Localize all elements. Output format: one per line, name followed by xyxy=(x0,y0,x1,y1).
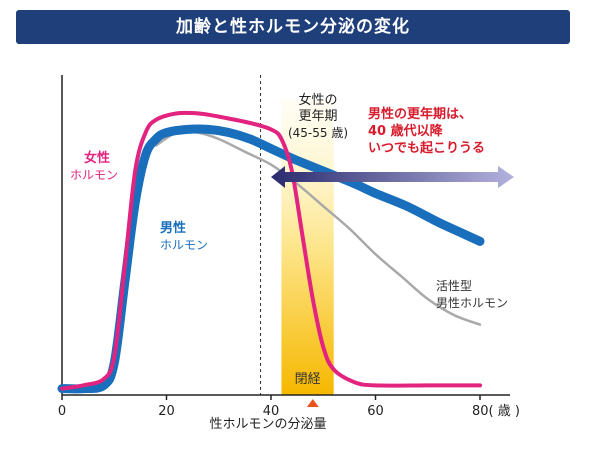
female-hormone-label-line2: ホルモン xyxy=(70,168,118,182)
x-tick-label-80: 80( 歳 ) xyxy=(472,404,520,419)
female-hormone-line xyxy=(60,110,482,391)
active-male-hormone-label-line2: 男性ホルモン xyxy=(436,296,508,310)
female-menopause-label-line1: 女性の xyxy=(298,92,337,108)
male-menopause-arrow xyxy=(271,166,514,188)
male-menopause-arrow-shape xyxy=(271,166,514,188)
female-hormone-label-line1: 女性 xyxy=(84,150,110,166)
male-menopause-label-line2: 40 歳代以降 xyxy=(368,123,444,139)
menopause-band-label: 閉経 xyxy=(295,372,321,387)
x-axis-label: 性ホルモンの分泌量 xyxy=(209,417,326,432)
x-tick-label: 40 xyxy=(263,404,280,419)
male-menopause-label-line1: 男性の更年期は、 xyxy=(368,106,472,122)
female-menopause-label-line2: 更年期 xyxy=(298,109,337,124)
x-tick-label: 20 xyxy=(158,404,175,419)
male-hormone-label-line1: 男性 xyxy=(160,220,186,236)
menopause-marker-triangle xyxy=(306,399,319,407)
chart-title: 加齢と性ホルモン分泌の変化 xyxy=(16,10,570,44)
male-hormone-label-line2: ホルモン xyxy=(160,238,208,252)
female-menopause-label-line3: (45-55 歳) xyxy=(288,126,348,140)
active-male-hormone-label-line1: 活性型 xyxy=(436,279,472,293)
x-tick-label: 0 xyxy=(58,404,66,419)
male-menopause-label-line3: いつでも起こりうる xyxy=(368,140,485,156)
x-tick-label: 60 xyxy=(367,404,384,419)
